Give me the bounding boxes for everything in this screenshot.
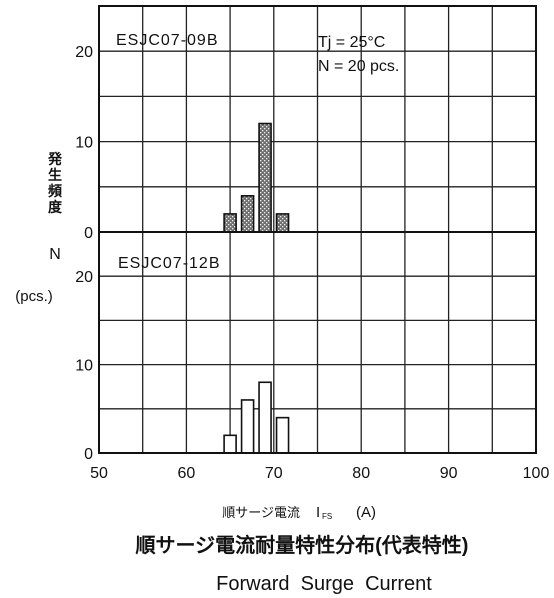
caption-english: Forward Surge Current [216, 573, 432, 595]
x-tick-label: 80 [352, 465, 370, 482]
y-axis-symbol: N [49, 246, 61, 263]
x-tick-label: 100 [523, 465, 550, 482]
y-tick-labels: 0 10 20 0 10 20 [75, 44, 93, 463]
frame-layer [98, 5, 537, 454]
plot-frame [98, 5, 537, 454]
grid-layer [99, 6, 536, 453]
y-tick-label: 20 [75, 44, 93, 61]
test-condition-sample-count: N = 20 pcs. [318, 58, 399, 75]
bar-mark [223, 434, 237, 454]
y-axis-label-char-4: 度 [48, 199, 63, 215]
top-panel-label: ESJC07-09B [116, 32, 219, 49]
x-axis-symbol-subscript: FS [322, 512, 332, 521]
y-tick-label: 20 [75, 269, 93, 286]
x-tick-label: 70 [265, 465, 283, 482]
x-axis-label: 順サージ電流 [222, 505, 300, 520]
x-axis-unit: (A) [356, 504, 376, 521]
caption-japanese: 順サージ電流耐量特性分布(代表特性) [136, 533, 469, 557]
y-tick-label: 10 [75, 135, 93, 152]
x-tick-label: 60 [178, 465, 196, 482]
bar-mark [258, 122, 272, 233]
y-tick-label: 10 [75, 358, 93, 375]
y-axis-label-char-1: 発 [47, 151, 63, 167]
bar-mark [223, 213, 237, 233]
test-condition-temperature: Tj = 25°C [318, 34, 385, 51]
y-tick-label: 0 [84, 225, 93, 242]
y-axis-label-char-2: 生 [48, 167, 62, 183]
bar-mark [275, 213, 290, 233]
bar-mark [275, 416, 290, 454]
y-axis-label-char-3: 頻 [48, 183, 62, 199]
y-axis-unit: (pcs.) [15, 288, 53, 305]
bottom-panel-label: ESJC07-12B [118, 255, 221, 272]
bars-layer [223, 122, 290, 454]
x-tick-labels: 50 60 70 80 90 100 [90, 465, 549, 482]
y-tick-label: 0 [84, 446, 93, 463]
bar-mark [258, 381, 272, 454]
x-tick-label: 90 [440, 465, 458, 482]
bar-mark [240, 195, 255, 233]
x-axis-symbol: I [316, 504, 320, 521]
bar-mark [240, 399, 255, 454]
x-tick-label: 50 [90, 465, 108, 482]
